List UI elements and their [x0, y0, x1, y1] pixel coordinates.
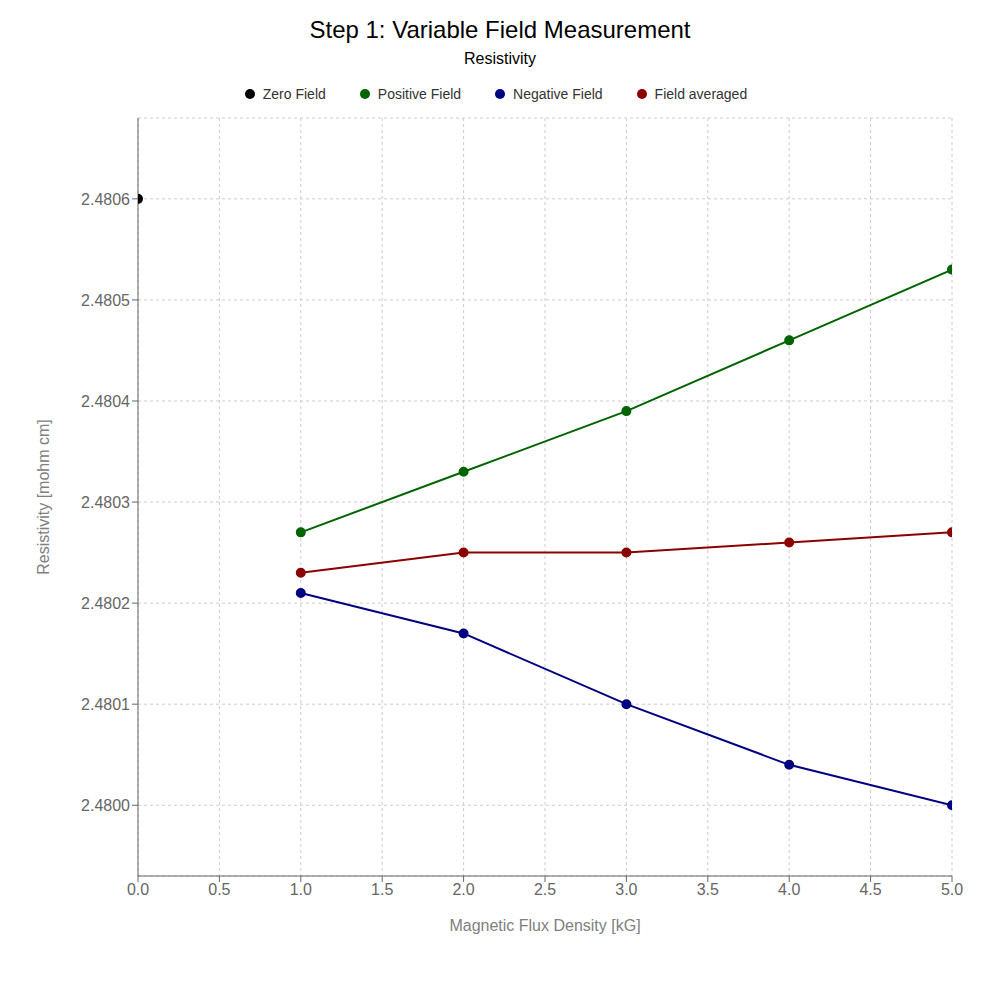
- svg-text:2.4804: 2.4804: [81, 393, 130, 410]
- html-text:Step 1: Variable Field Measure: Step 1: Variable Field Measurement: [309, 16, 691, 43]
- html-text:Zero Field: Zero Field: [262, 86, 326, 102]
- html-text:Field averaged: Field averaged: [654, 86, 748, 102]
- svg-text:1.0: 1.0: [290, 881, 312, 898]
- svg-text:5.0: 5.0: [941, 881, 963, 898]
- svg-text:2.4800: 2.4800: [81, 797, 130, 814]
- html-text:Negative Field: Negative Field: [513, 86, 603, 102]
- svg-text:4.5: 4.5: [859, 881, 881, 898]
- svg-text:2.4806: 2.4806: [81, 191, 130, 208]
- svg-text:2.0: 2.0: [452, 881, 474, 898]
- html-text:Positive Field: Positive Field: [377, 86, 462, 102]
- svg-text:Magnetic Flux Density [kG]: Magnetic Flux Density [kG]: [449, 917, 640, 934]
- svg-text:4.0: 4.0: [778, 881, 800, 898]
- html-text:Resistivity: Resistivity: [464, 50, 536, 67]
- svg-text:0.5: 0.5: [208, 881, 230, 898]
- svg-text:0.0: 0.0: [127, 881, 149, 898]
- svg-text:3.0: 3.0: [615, 881, 637, 898]
- svg-text:2.4802: 2.4802: [81, 595, 130, 612]
- svg-text:Resistivity [mohm cm]: Resistivity [mohm cm]: [35, 419, 52, 575]
- svg-text:2.4801: 2.4801: [81, 696, 130, 713]
- svg-text:2.4805: 2.4805: [81, 292, 130, 309]
- svg-text:2.5: 2.5: [534, 881, 556, 898]
- svg-text:2.4803: 2.4803: [81, 494, 130, 511]
- svg-text:3.5: 3.5: [697, 881, 719, 898]
- svg-text:1.5: 1.5: [371, 881, 393, 898]
